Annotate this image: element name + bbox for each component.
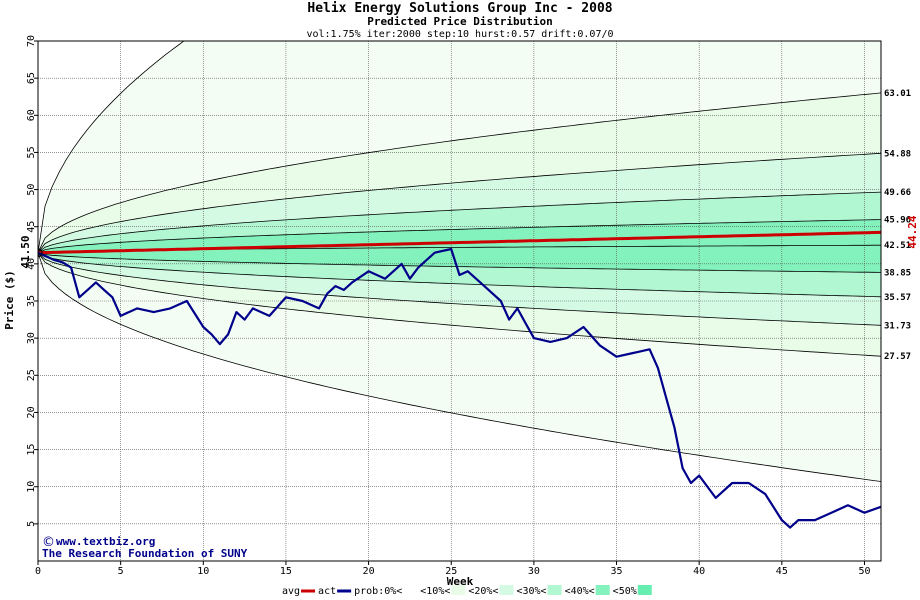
band-2 (38, 153, 881, 253)
quantile-line-8 (38, 252, 881, 326)
quantile-line-3 (38, 191, 881, 254)
series (38, 230, 881, 529)
y-tick-label-15: 15 (26, 444, 37, 456)
grid (37, 40, 881, 561)
x-tick-label-10: 10 (197, 566, 209, 577)
quantile-line-7 (38, 252, 881, 298)
band-5 (38, 245, 881, 273)
y-tick-label-25: 25 (26, 369, 37, 381)
x-tick-label-0: 0 (35, 566, 41, 577)
y-tick-label-10: 10 (26, 481, 37, 493)
start-marker (38, 248, 43, 258)
legend-swatch-50 (637, 585, 652, 595)
y-tick-label-35: 35 (26, 295, 37, 307)
watermark-url: www.textbiz.org (56, 535, 155, 548)
legend-label-act: act (318, 586, 336, 597)
legend-label-prob-0: prob:0%< (354, 586, 402, 597)
band-3 (38, 192, 881, 253)
x-tick-label-20: 20 (363, 566, 375, 577)
copyright-symbol: © (42, 535, 55, 550)
end-avg-label: 44.24 (906, 215, 919, 248)
level-label-63.01: 63.01 (884, 89, 911, 99)
x-axis-label: Week (447, 575, 474, 588)
y-tick-label-70: 70 (26, 35, 37, 47)
legend-swatch-20 (499, 585, 514, 595)
x-tick-label-50: 50 (858, 566, 870, 577)
band-0 (38, 41, 881, 253)
chart-title: Helix Energy Solutions Group Inc - 2008 (307, 1, 612, 16)
quantile-line-4 (38, 219, 881, 254)
level-label-54.88: 54.88 (884, 149, 911, 159)
legend-label-avg: avg (282, 586, 300, 597)
legend-label-40: <40%< (565, 586, 595, 597)
level-label-35.57: 35.57 (884, 293, 911, 303)
axes: 0 5 10 15 20 25 30 35 40 45 50 5 10 15 20 25 30 35 40 45 50 5… (26, 35, 911, 577)
quantile-line-10 (38, 252, 881, 482)
x-tick-label-35: 35 (611, 566, 623, 577)
y-tick-label-20: 20 (26, 406, 37, 418)
y-tick-label-5: 5 (26, 521, 37, 527)
x-tick-label-45: 45 (776, 566, 788, 577)
level-label-38.85: 38.85 (884, 268, 911, 278)
chart-params: vol:1.75% iter:2000 step:10 hurst:0.57 d… (306, 29, 613, 40)
x-tick-label-30: 30 (528, 566, 540, 577)
legend-swatch-30 (547, 585, 562, 595)
y-tick-label-65: 65 (26, 72, 37, 84)
quantile-line-6 (38, 252, 881, 273)
y-tick-label-40: 40 (26, 258, 37, 270)
x-tick-label-15: 15 (280, 566, 292, 577)
quantile-line-9 (38, 252, 881, 357)
legend-swatch-10 (451, 585, 466, 595)
band-7 (38, 252, 881, 326)
legend-label-10: <10%< (420, 586, 450, 597)
level-label-31.73: 31.73 (884, 321, 911, 331)
legend: avg act prob:0%< <10%< <20%< <30%< <40%< <50% (282, 585, 652, 597)
band-4 (38, 219, 881, 253)
x-tick-label-5: 5 (118, 566, 124, 577)
level-label-27.57: 27.57 (884, 352, 911, 362)
band-1 (38, 92, 881, 253)
quantile-lines (38, 41, 881, 482)
y-axis-label: Price ($) (3, 270, 16, 330)
watermark-org: The Research Foundation of SUNY (42, 547, 248, 560)
chart-subtitle: Predicted Price Distribution (367, 15, 552, 28)
quantile-line-2 (38, 152, 881, 253)
legend-label-50: <50% (613, 586, 637, 597)
avg-line (38, 230, 881, 255)
y-tick-label-55: 55 (26, 146, 37, 158)
quantile-line-0 (38, 41, 185, 253)
legend-label-30: <30%< (516, 586, 546, 597)
start-price-label: 41.50 (19, 235, 32, 268)
x-tick-label-25: 25 (445, 566, 457, 577)
legend-swatch-prob-0 (403, 585, 418, 595)
band-9 (38, 252, 881, 482)
legend-label-20: <20%< (468, 586, 498, 597)
y-tick-label-45: 45 (26, 221, 37, 233)
y-tick-label-60: 60 (26, 109, 37, 121)
legend-swatch-40 (595, 585, 610, 595)
x-tick-label-40: 40 (693, 566, 705, 577)
level-label-45.96: 45.96 (884, 216, 911, 226)
y-tick-label-30: 30 (26, 332, 37, 344)
quantile-line-1 (38, 92, 881, 253)
watermark: © www.textbiz.org The Research Foundatio… (42, 535, 248, 560)
level-label-49.66: 49.66 (884, 188, 911, 198)
y-tick-label-50: 50 (26, 184, 37, 196)
band-8 (38, 252, 881, 357)
level-label-42.51: 42.51 (884, 241, 911, 251)
actual-line (38, 247, 881, 529)
